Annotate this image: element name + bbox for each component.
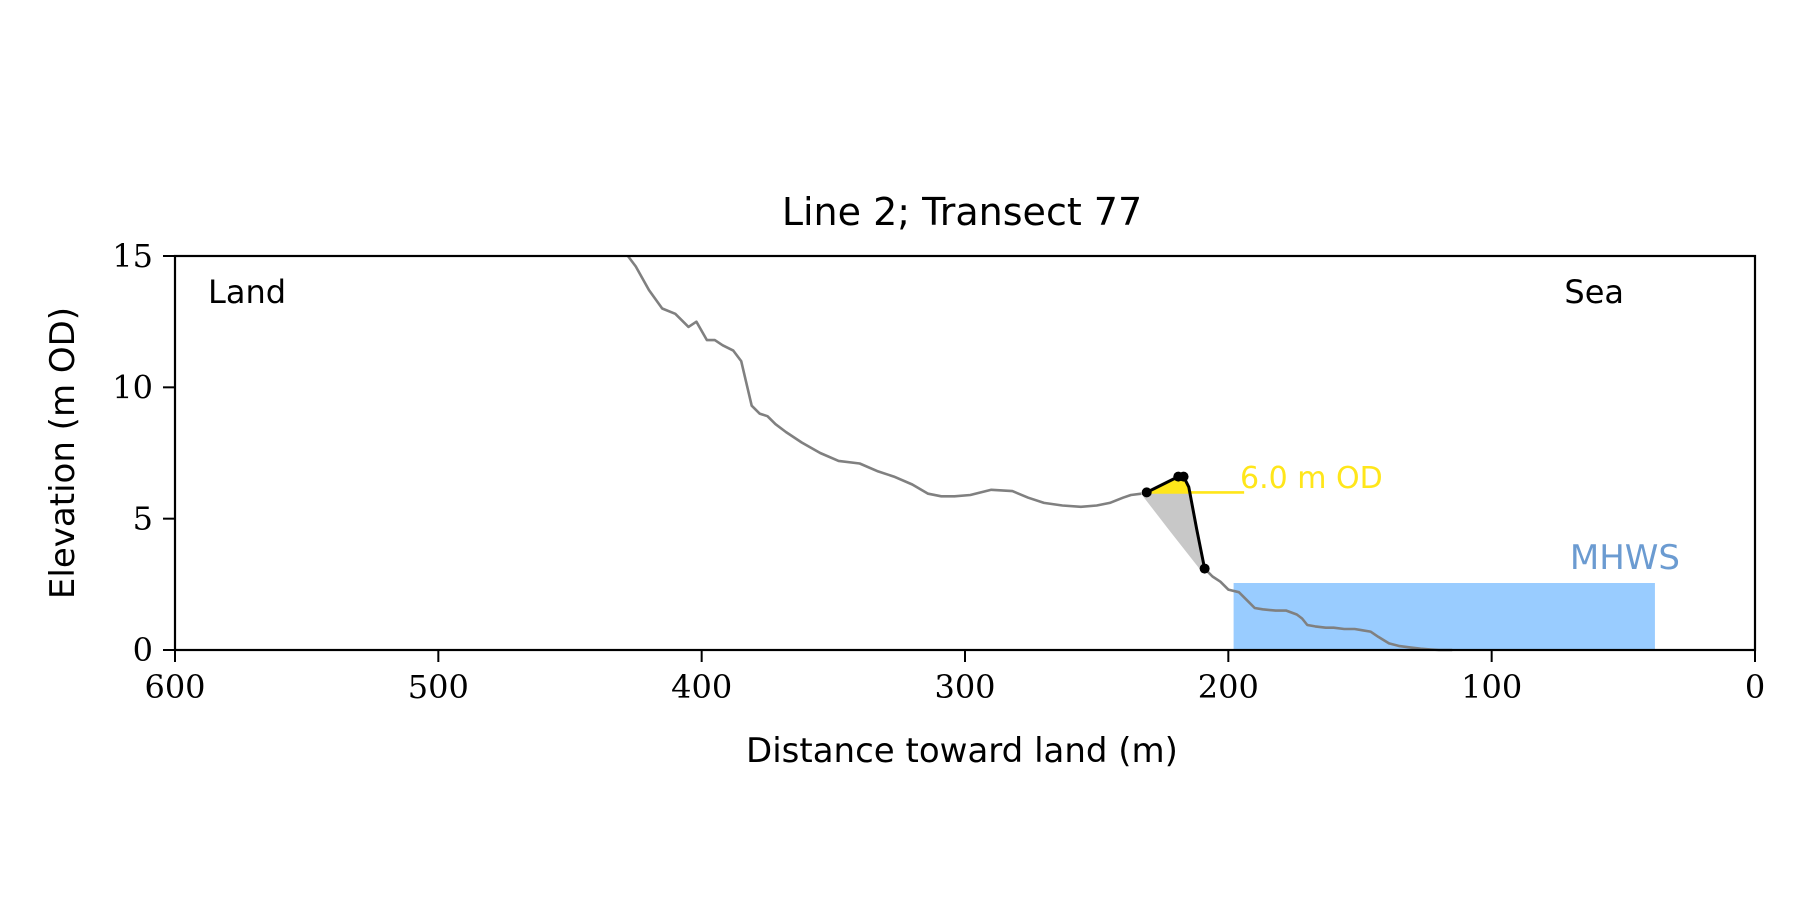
x-axis-ticks: 600 500 400 300 200 100 0 bbox=[144, 650, 1765, 706]
y-axis-label: Elevation (m OD) bbox=[43, 307, 83, 599]
seaward-profile-line bbox=[1203, 567, 1453, 652]
y-tick-label: 0 bbox=[133, 631, 153, 669]
y-tick-label: 15 bbox=[112, 237, 153, 275]
x-tick-label: 500 bbox=[408, 668, 469, 706]
y-tick-label: 5 bbox=[133, 500, 153, 538]
mhws-label: MHWS bbox=[1570, 538, 1680, 578]
dune-point bbox=[1199, 563, 1210, 574]
dune-point bbox=[1178, 471, 1189, 482]
x-tick-label: 400 bbox=[671, 668, 732, 706]
sea-label: Sea bbox=[1564, 273, 1624, 311]
y-axis-ticks: 0 5 10 15 bbox=[112, 237, 175, 669]
chart-title: Line 2; Transect 77 bbox=[782, 190, 1142, 234]
od-label: 6.0 m OD bbox=[1240, 461, 1383, 496]
x-tick-label: 300 bbox=[934, 668, 995, 706]
x-tick-label: 0 bbox=[1745, 668, 1765, 706]
dune-point bbox=[1141, 487, 1152, 498]
x-axis-label: Distance toward land (m) bbox=[746, 731, 1178, 771]
x-tick-label: 600 bbox=[144, 668, 205, 706]
y-tick-label: 10 bbox=[112, 368, 153, 406]
sediment-fill bbox=[1141, 476, 1205, 569]
x-tick-label: 100 bbox=[1461, 668, 1522, 706]
x-tick-label: 200 bbox=[1198, 668, 1259, 706]
land-label: Land bbox=[208, 273, 286, 311]
plot-area bbox=[626, 255, 1655, 652]
landward-profile-line bbox=[626, 255, 1142, 509]
mhws-water-area bbox=[1233, 583, 1655, 650]
dune-profile-line bbox=[1146, 475, 1207, 569]
